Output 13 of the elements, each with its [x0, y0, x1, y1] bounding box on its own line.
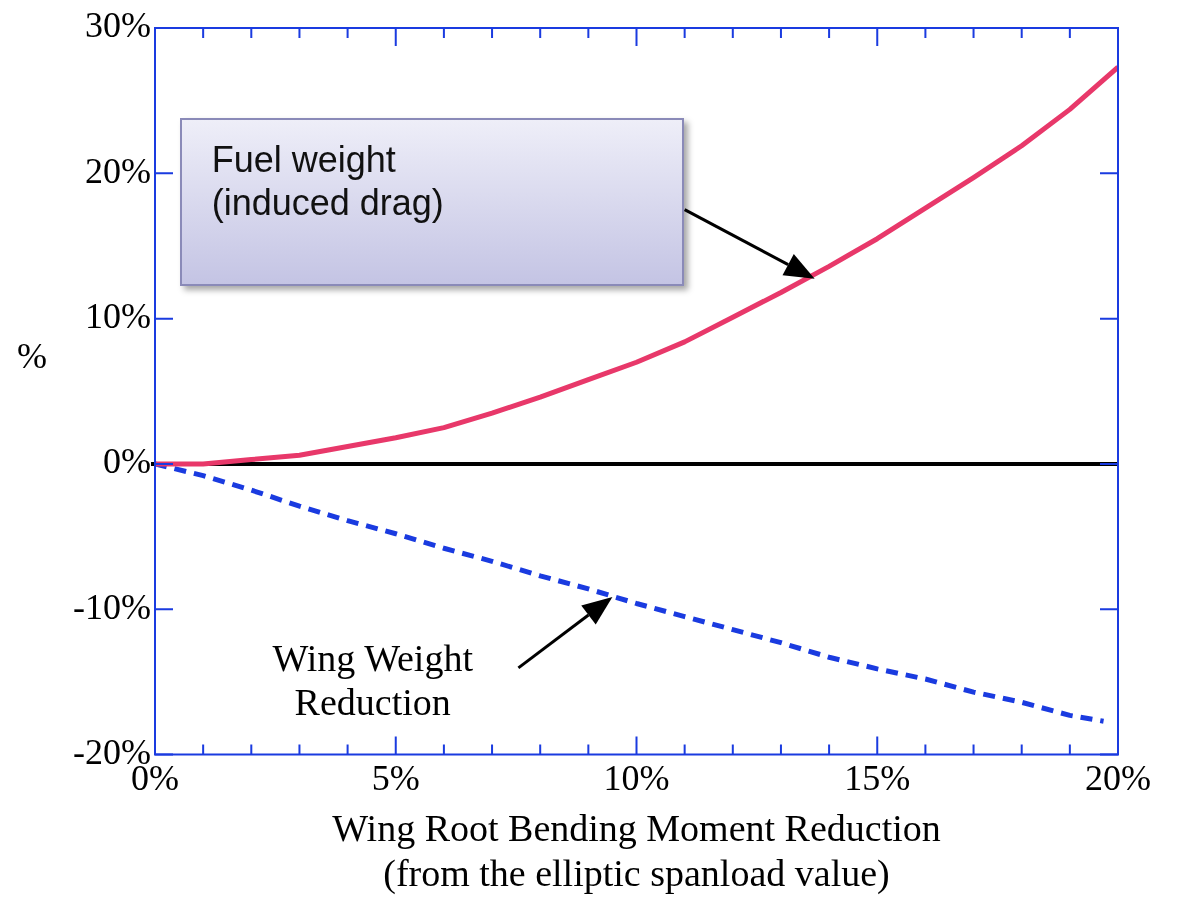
x-tick-label: 5%	[371, 757, 420, 798]
y-tick-label: -10%	[73, 586, 151, 627]
y-tick-label: 0%	[103, 441, 151, 482]
annotation: Wing Weight Reduction	[272, 636, 473, 725]
x-tick-label: 15%	[844, 757, 911, 798]
y-axis-title: %	[17, 336, 47, 377]
callout-box: Fuel weight (induced drag)	[179, 117, 684, 287]
x-axis-title: Wing Root Bending Moment Reduction (from the elliptic spanload value)	[332, 806, 941, 896]
y-tick-label: 10%	[85, 296, 151, 337]
x-tick-label: 10%	[603, 757, 670, 798]
y-tick-label: 20%	[85, 150, 151, 191]
y-tick-label: 30%	[85, 5, 151, 46]
x-tick-label: 20%	[1085, 757, 1151, 798]
